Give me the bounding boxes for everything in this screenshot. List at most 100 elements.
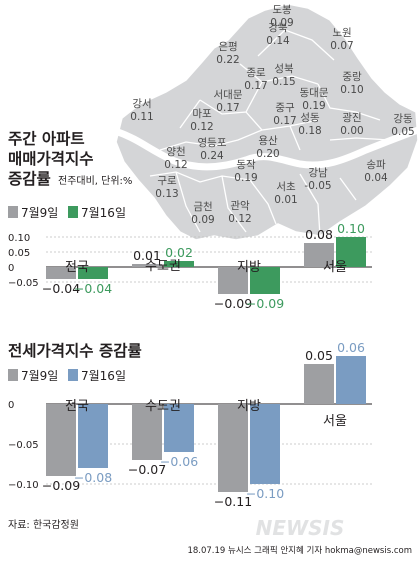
category-label: 서울: [323, 260, 347, 275]
bar-7월9일-서울: [304, 364, 334, 404]
district-name: 강서: [132, 98, 151, 110]
han-river: [114, 126, 420, 171]
district-name: 강동: [393, 113, 413, 125]
district-name: 강남: [308, 167, 328, 179]
bar-value-label: 0.01: [133, 248, 161, 263]
jeonse-legend-label-1: 7월9일: [21, 369, 58, 383]
district-value: 0.09: [270, 17, 293, 29]
district-value: 0.19: [234, 172, 257, 184]
bar-value-label: 0.05: [305, 348, 333, 363]
district-구로: 구로0.13: [155, 175, 178, 200]
category-label: 서울: [323, 414, 347, 429]
district-value: 0.05: [391, 126, 414, 138]
district-value: 0.17: [244, 80, 267, 92]
district-중랑: 중랑0.10: [340, 71, 363, 96]
bar-value-label: −0.04: [42, 281, 80, 296]
newsis-watermark: NEWSIS: [256, 516, 345, 540]
district-value: 0.09: [191, 214, 214, 226]
credit-line: 18.07.19 뉴시스 그래픽 안지혜 기자 hokma@newsis.com: [187, 545, 412, 556]
bar-7월9일-전국: [46, 267, 76, 279]
y-tick-label: 0.10: [8, 233, 30, 244]
bar-value-label: 0.08: [305, 227, 333, 242]
district-value: 0.24: [200, 150, 224, 162]
bar-7월16일-서울: [336, 237, 366, 267]
bar-7월9일-지방: [218, 267, 248, 294]
district-name: 노원: [332, 27, 351, 39]
district-강서: 강서0.11: [130, 98, 153, 123]
district-value: 0.12: [164, 159, 187, 171]
category-label: 전국: [65, 260, 89, 275]
district-value: 0.17: [216, 102, 239, 114]
district-value: 0.14: [266, 35, 290, 47]
district-도봉: 도봉0.09: [270, 4, 293, 29]
bar-value-label: −0.10: [246, 486, 284, 501]
sale-unit-note: 전주대비, 단위:%: [58, 174, 132, 187]
district-value: 0.19: [302, 100, 325, 112]
district-서초: 서초0.01: [274, 181, 297, 206]
district-은평: 은평0.22: [216, 41, 239, 66]
bar-value-label: −0.09: [214, 296, 252, 311]
district-중구: 중구0.17: [273, 102, 296, 127]
district-종로: 종로0.17: [244, 67, 267, 92]
bar-value-label: −0.09: [246, 296, 284, 311]
y-tick-label: −0.05: [8, 278, 39, 289]
district-금천: 금천0.09: [191, 201, 214, 226]
district-name: 관악: [230, 200, 250, 212]
district-name: 중랑: [342, 71, 362, 83]
sale-legend-label-1: 7월9일: [21, 206, 58, 220]
district-name: 강북: [268, 22, 288, 34]
category-label: 수도권: [145, 259, 181, 274]
bar-7월16일-전국: [78, 267, 108, 279]
sale-chart-header: 주간 아파트 매매가격지수 증감률 전주대비, 단위:% 7월9일 7월16일: [8, 130, 132, 220]
bar-value-label: −0.08: [74, 470, 112, 485]
district-borders: [149, 29, 391, 237]
district-name: 동대문: [300, 87, 329, 99]
bar-value-label: 0.10: [337, 221, 365, 236]
category-label: 지방: [237, 260, 261, 275]
bar-7월9일-지방: [218, 404, 248, 492]
district-강북: 강북0.14: [266, 22, 290, 47]
district-name: 동작: [236, 159, 256, 171]
district-관악: 관악0.12: [228, 200, 251, 225]
district-name: 구로: [157, 175, 177, 187]
sale-title-line1: 주간 아파트: [8, 130, 85, 148]
jeonse-legend-swatch-2: [68, 369, 78, 381]
bar-7월9일-수도권: [132, 404, 162, 460]
district-value: 0.18: [298, 125, 321, 137]
bar-7월16일-수도권: [164, 261, 194, 267]
bar-value-label: −0.04: [74, 281, 112, 296]
district-강동: 강동0.05: [391, 113, 414, 138]
bar-value-label: −0.09: [42, 478, 80, 493]
bar-value-label: 0.02: [165, 245, 193, 260]
district-송파: 송파0.04: [364, 159, 388, 184]
category-label: 수도권: [145, 399, 181, 414]
bar-value-label: −0.11: [214, 494, 252, 509]
bar-value-label: 0.06: [337, 340, 365, 355]
district-name: 은평: [218, 41, 237, 53]
district-양천: 양천0.12: [164, 146, 187, 171]
district-name: 서대문: [214, 89, 243, 101]
district-value: 0.01: [274, 194, 297, 206]
bar-7월9일-서울: [304, 243, 334, 267]
bar-7월16일-지방: [250, 267, 280, 294]
district-동작: 동작0.19: [234, 159, 257, 184]
district-마포: 마포0.12: [190, 108, 213, 133]
district-value: 0.07: [330, 40, 353, 52]
sale-title-line3: 증감률: [8, 169, 51, 188]
sale-legend-swatch-2: [68, 206, 78, 218]
district-name: 영등포: [198, 137, 227, 149]
district-name: 중구: [275, 102, 295, 114]
district-name: 성동: [300, 112, 320, 124]
district-성북: 성북0.15: [272, 63, 295, 88]
jeonse-legend-swatch-1: [8, 369, 18, 381]
district-value: 0.13: [155, 188, 178, 200]
district-value: 0.00: [340, 125, 363, 137]
district-value: 0.22: [216, 54, 239, 66]
district-value: 0.11: [130, 111, 153, 123]
source-note: 자료: 한국감정원: [8, 519, 79, 531]
